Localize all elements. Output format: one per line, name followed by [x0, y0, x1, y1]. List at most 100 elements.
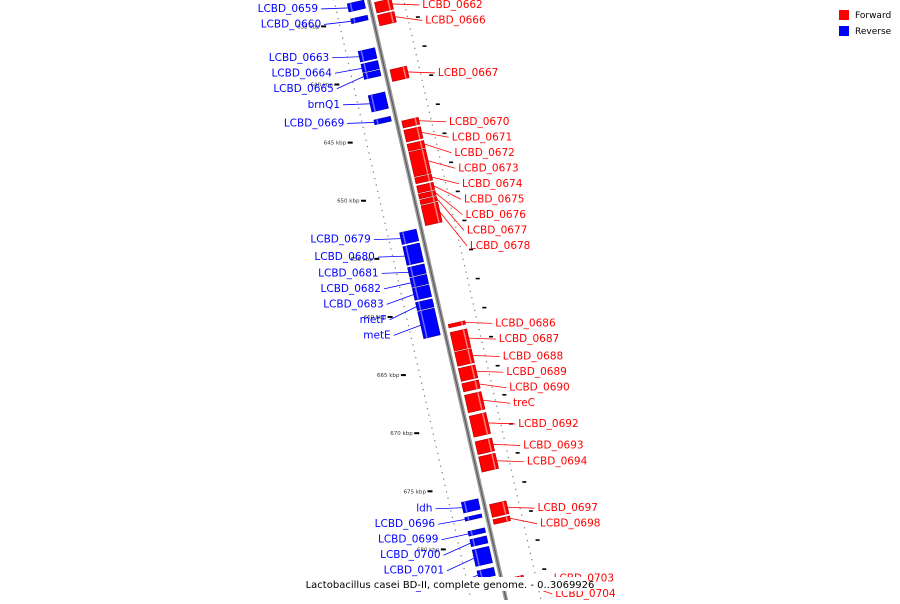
reverse-track-dot: [357, 101, 358, 102]
reverse-gene-label: LCBD_0679: [310, 234, 370, 246]
forward-track-dot: [429, 112, 430, 113]
forward-track-dot: [493, 393, 494, 394]
forward-gene-label: LCBD_0671: [452, 131, 512, 143]
reverse-gene-leader: [394, 325, 421, 335]
reverse-gene-leader: [324, 21, 351, 24]
forward-track-dot: [525, 534, 526, 535]
reverse-gene: [412, 285, 431, 301]
reverse-track-dot: [373, 172, 374, 173]
forward-gene-leader: [469, 338, 496, 339]
genome-axis: [367, 0, 508, 600]
forward-track-dot: [458, 240, 459, 241]
reverse-track-dot: [425, 402, 426, 403]
forward-track-dot: [506, 450, 507, 451]
axis-tick: 665 kbp: [377, 373, 406, 379]
forward-track-dot: [531, 559, 532, 560]
reverse-track-dot: [414, 351, 415, 352]
reverse-gene-label: LCBD_0680: [314, 251, 374, 263]
forward-track-dot: [442, 169, 443, 170]
legend-forward-label: Forward: [855, 11, 891, 21]
reverse-gene-label: metF: [360, 314, 387, 326]
forward-track-dot: [452, 214, 453, 215]
forward-track-dot: [433, 131, 434, 132]
forward-gene: [448, 321, 465, 328]
tick-mark: [334, 84, 339, 86]
forward-gene-leader: [408, 72, 435, 73]
reverse-gene: [461, 499, 480, 513]
reverse-gene-leader: [438, 519, 465, 524]
forward-gene-body: [404, 127, 423, 142]
forward-track-dot: [533, 566, 534, 567]
axis-tick: 645 kbp: [324, 141, 353, 147]
reverse-gene-body: [412, 285, 431, 301]
reverse-track-dot: [368, 152, 369, 153]
forward-track-dot: [540, 597, 541, 598]
tick-mark: [441, 548, 446, 550]
forward-track-dot: [446, 188, 447, 189]
minor-tick: [456, 191, 460, 193]
forward-track-dot: [524, 527, 525, 528]
forward-track-dot: [421, 80, 422, 81]
forward-track-dot: [449, 201, 450, 202]
forward-gene-leader: [493, 444, 520, 445]
reverse-gene: [470, 536, 488, 547]
reverse-track-dot: [364, 133, 365, 134]
forward-track-dot: [423, 86, 424, 87]
reverse-gene-leader: [447, 558, 474, 570]
forward-gene-leader: [483, 400, 510, 403]
reverse-track-dot: [335, 5, 336, 6]
reverse-gene: [468, 528, 486, 536]
forward-gene-label: LCBD_0677: [467, 224, 527, 236]
forward-track-dot: [502, 431, 503, 432]
tick-mark: [361, 200, 366, 202]
forward-track-dot: [455, 227, 456, 228]
forward-gene-label: LCBD_0692: [518, 418, 578, 430]
forward-track-dot: [416, 54, 417, 55]
forward-track-dot: [474, 310, 475, 311]
forward-track-dot: [414, 48, 415, 49]
forward-gene-label: treC: [513, 397, 535, 409]
forward-track-dot: [476, 316, 477, 317]
forward-gene-leader: [392, 4, 419, 5]
reverse-track-dot: [417, 363, 418, 364]
minor-tick: [442, 132, 446, 134]
tick-mark: [348, 142, 353, 144]
forward-gene-leader: [465, 322, 492, 323]
forward-track-dot: [534, 572, 535, 573]
reverse-gene-body: [472, 546, 492, 566]
forward-gene: [390, 66, 409, 81]
forward-gene-label: LCBD_0673: [458, 162, 518, 174]
reverse-track-dot: [361, 120, 362, 121]
forward-track-dot: [432, 124, 433, 125]
forward-gene: [458, 365, 478, 382]
reverse-gene-body: [470, 536, 488, 547]
reverse-track-dot: [376, 184, 377, 185]
forward-track-dot: [460, 246, 461, 247]
forward-gene-label: LCBD_0686: [495, 317, 556, 329]
reverse-track-dot: [348, 63, 349, 64]
forward-gene: [402, 117, 420, 128]
forward-gene-label: LCBD_0689: [506, 366, 566, 378]
reverse-gene-label: LCBD_0660: [261, 18, 321, 30]
forward-gene-label: LCBD_0670: [449, 116, 509, 128]
forward-track-dot: [438, 150, 439, 151]
forward-gene-body: [462, 380, 480, 392]
reverse-gene-leader: [389, 307, 416, 320]
reverse-track-dot: [339, 25, 340, 26]
reverse-track-dot: [434, 440, 435, 441]
reverse-track-dot: [462, 562, 463, 563]
forward-gene-body: [402, 117, 420, 128]
forward-track-dot: [424, 92, 425, 93]
forward-track-dot: [441, 163, 442, 164]
reverse-gene-body: [358, 48, 377, 62]
reverse-gene-label: LCBD_0664: [271, 67, 332, 79]
forward-track-dot: [467, 278, 468, 279]
forward-track-dot: [520, 508, 521, 509]
minor-tick: [416, 16, 420, 18]
forward-track-dot: [517, 495, 518, 496]
tick-mark: [374, 258, 379, 260]
forward-gene-body: [490, 501, 510, 518]
forward-track-dot: [411, 35, 412, 36]
forward-track-dot: [501, 425, 502, 426]
reverse-track-dot: [396, 274, 397, 275]
